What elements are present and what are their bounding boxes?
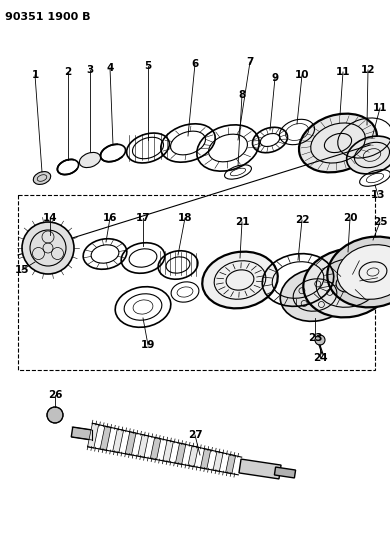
Text: 8: 8 xyxy=(238,90,246,100)
Ellipse shape xyxy=(33,172,51,184)
Ellipse shape xyxy=(337,245,390,300)
Text: 11: 11 xyxy=(373,103,387,113)
Text: 6: 6 xyxy=(191,59,199,69)
Polygon shape xyxy=(71,427,93,440)
Ellipse shape xyxy=(202,252,278,309)
Text: 3: 3 xyxy=(86,65,94,75)
Ellipse shape xyxy=(80,152,101,167)
Polygon shape xyxy=(150,438,161,460)
Polygon shape xyxy=(138,434,149,457)
Polygon shape xyxy=(125,432,136,455)
Text: 24: 24 xyxy=(313,353,327,363)
Circle shape xyxy=(47,407,63,423)
Circle shape xyxy=(22,222,74,274)
Polygon shape xyxy=(239,459,281,479)
Text: 19: 19 xyxy=(141,340,155,350)
Text: 22: 22 xyxy=(295,215,309,225)
Polygon shape xyxy=(176,443,186,464)
Ellipse shape xyxy=(327,237,390,308)
Text: 1: 1 xyxy=(31,70,39,80)
Text: 10: 10 xyxy=(295,70,309,80)
Polygon shape xyxy=(188,446,198,467)
Text: 16: 16 xyxy=(103,213,117,223)
Polygon shape xyxy=(88,423,99,448)
Polygon shape xyxy=(275,467,296,478)
Circle shape xyxy=(315,335,325,345)
Polygon shape xyxy=(200,449,211,469)
Ellipse shape xyxy=(347,136,390,174)
Polygon shape xyxy=(113,429,124,453)
Polygon shape xyxy=(163,440,174,462)
Text: 11: 11 xyxy=(336,67,350,77)
Polygon shape xyxy=(226,454,236,474)
Text: 4: 4 xyxy=(106,63,114,73)
Text: 2: 2 xyxy=(64,67,72,77)
Text: 13: 13 xyxy=(371,190,385,200)
Text: 25: 25 xyxy=(373,217,387,227)
Bar xyxy=(18,195,375,370)
Text: 5: 5 xyxy=(144,61,152,71)
Text: 18: 18 xyxy=(178,213,192,223)
Text: 17: 17 xyxy=(136,213,150,223)
Ellipse shape xyxy=(299,114,377,172)
Polygon shape xyxy=(213,451,223,471)
Polygon shape xyxy=(100,426,111,450)
Text: 23: 23 xyxy=(308,333,322,343)
Text: 21: 21 xyxy=(235,217,249,227)
Text: 9: 9 xyxy=(271,73,278,83)
Ellipse shape xyxy=(280,269,350,321)
Text: 20: 20 xyxy=(343,213,357,223)
Text: 27: 27 xyxy=(188,430,202,440)
Text: 90351 1900 B: 90351 1900 B xyxy=(5,12,90,22)
Text: 14: 14 xyxy=(43,213,57,223)
Text: 12: 12 xyxy=(361,65,375,75)
Text: 26: 26 xyxy=(48,390,62,400)
Text: 7: 7 xyxy=(246,57,254,67)
Text: 15: 15 xyxy=(15,265,29,275)
Ellipse shape xyxy=(303,248,390,317)
